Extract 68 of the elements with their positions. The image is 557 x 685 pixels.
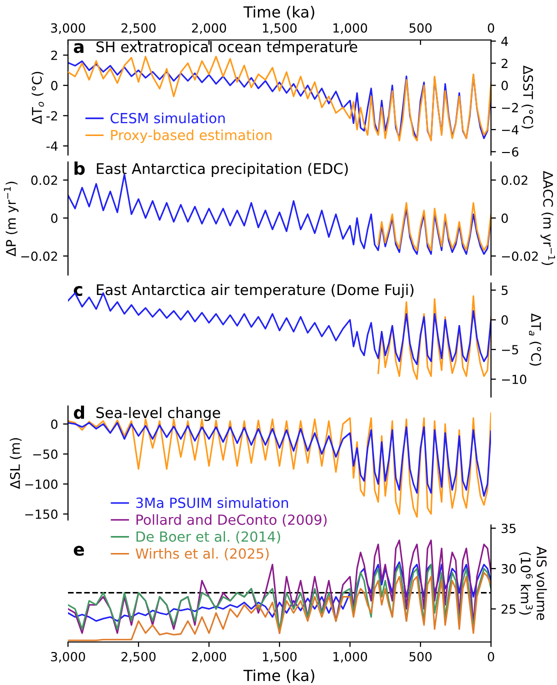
x2-tick-label: 500 bbox=[410, 23, 432, 33]
y-tick-label: -4 bbox=[46, 142, 58, 151]
x2-tick-label: 1,000 bbox=[333, 23, 368, 34]
y2-tick-label: −4 bbox=[502, 125, 518, 134]
line-series bbox=[68, 564, 491, 630]
x-axis-title: Time (ka) bbox=[243, 669, 314, 683]
legend-label: CESM simulation bbox=[110, 112, 225, 124]
y-axis-title: ΔSL (m) bbox=[10, 438, 22, 489]
y2-tick-label: 35 bbox=[502, 524, 516, 534]
y-tick-label: −0.02 bbox=[21, 251, 58, 261]
line-series bbox=[377, 202, 491, 252]
y2-tick-label: −5 bbox=[502, 345, 518, 354]
y2-tick-label: 30 bbox=[502, 564, 516, 574]
annotation: e bbox=[74, 546, 84, 556]
y-tick-label: 0 bbox=[51, 80, 58, 90]
x-tick-label: 2,500 bbox=[122, 652, 156, 663]
y-tick-label: −100 bbox=[25, 479, 58, 489]
legend-label: Pollard and DeConto (2009) bbox=[136, 514, 327, 527]
chart-title: East Antarctica air temperature (Dome Fuji) bbox=[96, 284, 414, 298]
x2-tick-label: 3,000 bbox=[51, 23, 86, 34]
y-tick-label: 0 bbox=[51, 419, 58, 429]
y-axis-title: ΔP (m yr$^{−1}$) bbox=[4, 182, 18, 256]
y2-tick-label: 0 bbox=[502, 315, 508, 325]
legend-label: 3Ma PSUIM simulation bbox=[136, 497, 288, 508]
x-tick-label: 1,500 bbox=[262, 652, 297, 663]
y-tick-label: 0.02 bbox=[31, 176, 58, 185]
x2-tick-label: 2,500 bbox=[122, 23, 156, 34]
y-tick-label: 0 bbox=[51, 213, 58, 223]
line-series bbox=[68, 561, 491, 622]
y2-tick-label: 0 bbox=[502, 213, 508, 223]
y2-tick-label: −0.02 bbox=[502, 251, 538, 261]
y2-tick-label: 5 bbox=[502, 286, 508, 296]
x-tick-label: 500 bbox=[410, 652, 432, 662]
annotation: d bbox=[74, 406, 84, 420]
y-tick-label: -2 bbox=[46, 111, 58, 120]
x2-tick-label: 1,500 bbox=[262, 23, 297, 34]
y2-axis-title: ΔT$_{a}$ (°C) bbox=[528, 313, 542, 366]
x-tick-label: 3,000 bbox=[51, 652, 86, 663]
annotation: b bbox=[74, 162, 85, 175]
legend-label: Proxy-based estimation bbox=[111, 130, 272, 143]
y-tick-label: −150 bbox=[25, 509, 58, 519]
y2-tick-label: −6 bbox=[502, 147, 518, 157]
y-tick-label: 2 bbox=[51, 50, 58, 60]
line-series bbox=[68, 422, 491, 497]
y2-axis-title: AIS volume (10$^{6}$ km$^{3}$) bbox=[519, 546, 547, 620]
y2-tick-label: 0 bbox=[502, 80, 508, 90]
x2-axis-title: Time (ka) bbox=[243, 6, 314, 20]
y2-axis-title: ΔACC (m yr$^{−1}$) bbox=[540, 170, 556, 266]
legend-label: De Boer et al. (2014) bbox=[136, 531, 280, 544]
chart-title: Sea-level change bbox=[96, 406, 220, 422]
x2-tick-label: 2,000 bbox=[192, 23, 226, 34]
y2-tick-label: −2 bbox=[502, 102, 518, 112]
y2-tick-label: 4 bbox=[501, 36, 508, 46]
y-tick-label: −50 bbox=[33, 449, 58, 459]
chart-title: SH extratropical ocean temperature bbox=[96, 40, 358, 56]
annotation: a bbox=[74, 43, 84, 54]
legend-label: Wirths et al. (2025) bbox=[136, 548, 269, 560]
x2-tick-label: 0 bbox=[488, 23, 494, 33]
y2-axis-title: ΔSST (°C) bbox=[522, 66, 534, 128]
y2-tick-label: 2 bbox=[502, 58, 508, 68]
x-tick-label: 2,000 bbox=[192, 652, 226, 663]
y2-tick-label: 25 bbox=[502, 604, 516, 614]
x-tick-label: 0 bbox=[488, 652, 494, 662]
y2-tick-label: −10 bbox=[502, 374, 526, 384]
x-tick-label: 1,000 bbox=[333, 652, 368, 663]
y-axis-title: ΔT$_{o}$ (°C) bbox=[32, 72, 44, 124]
chart-title: East Antarctica precipitation (EDC) bbox=[96, 162, 348, 177]
y2-tick-label: 0.02 bbox=[502, 176, 528, 185]
